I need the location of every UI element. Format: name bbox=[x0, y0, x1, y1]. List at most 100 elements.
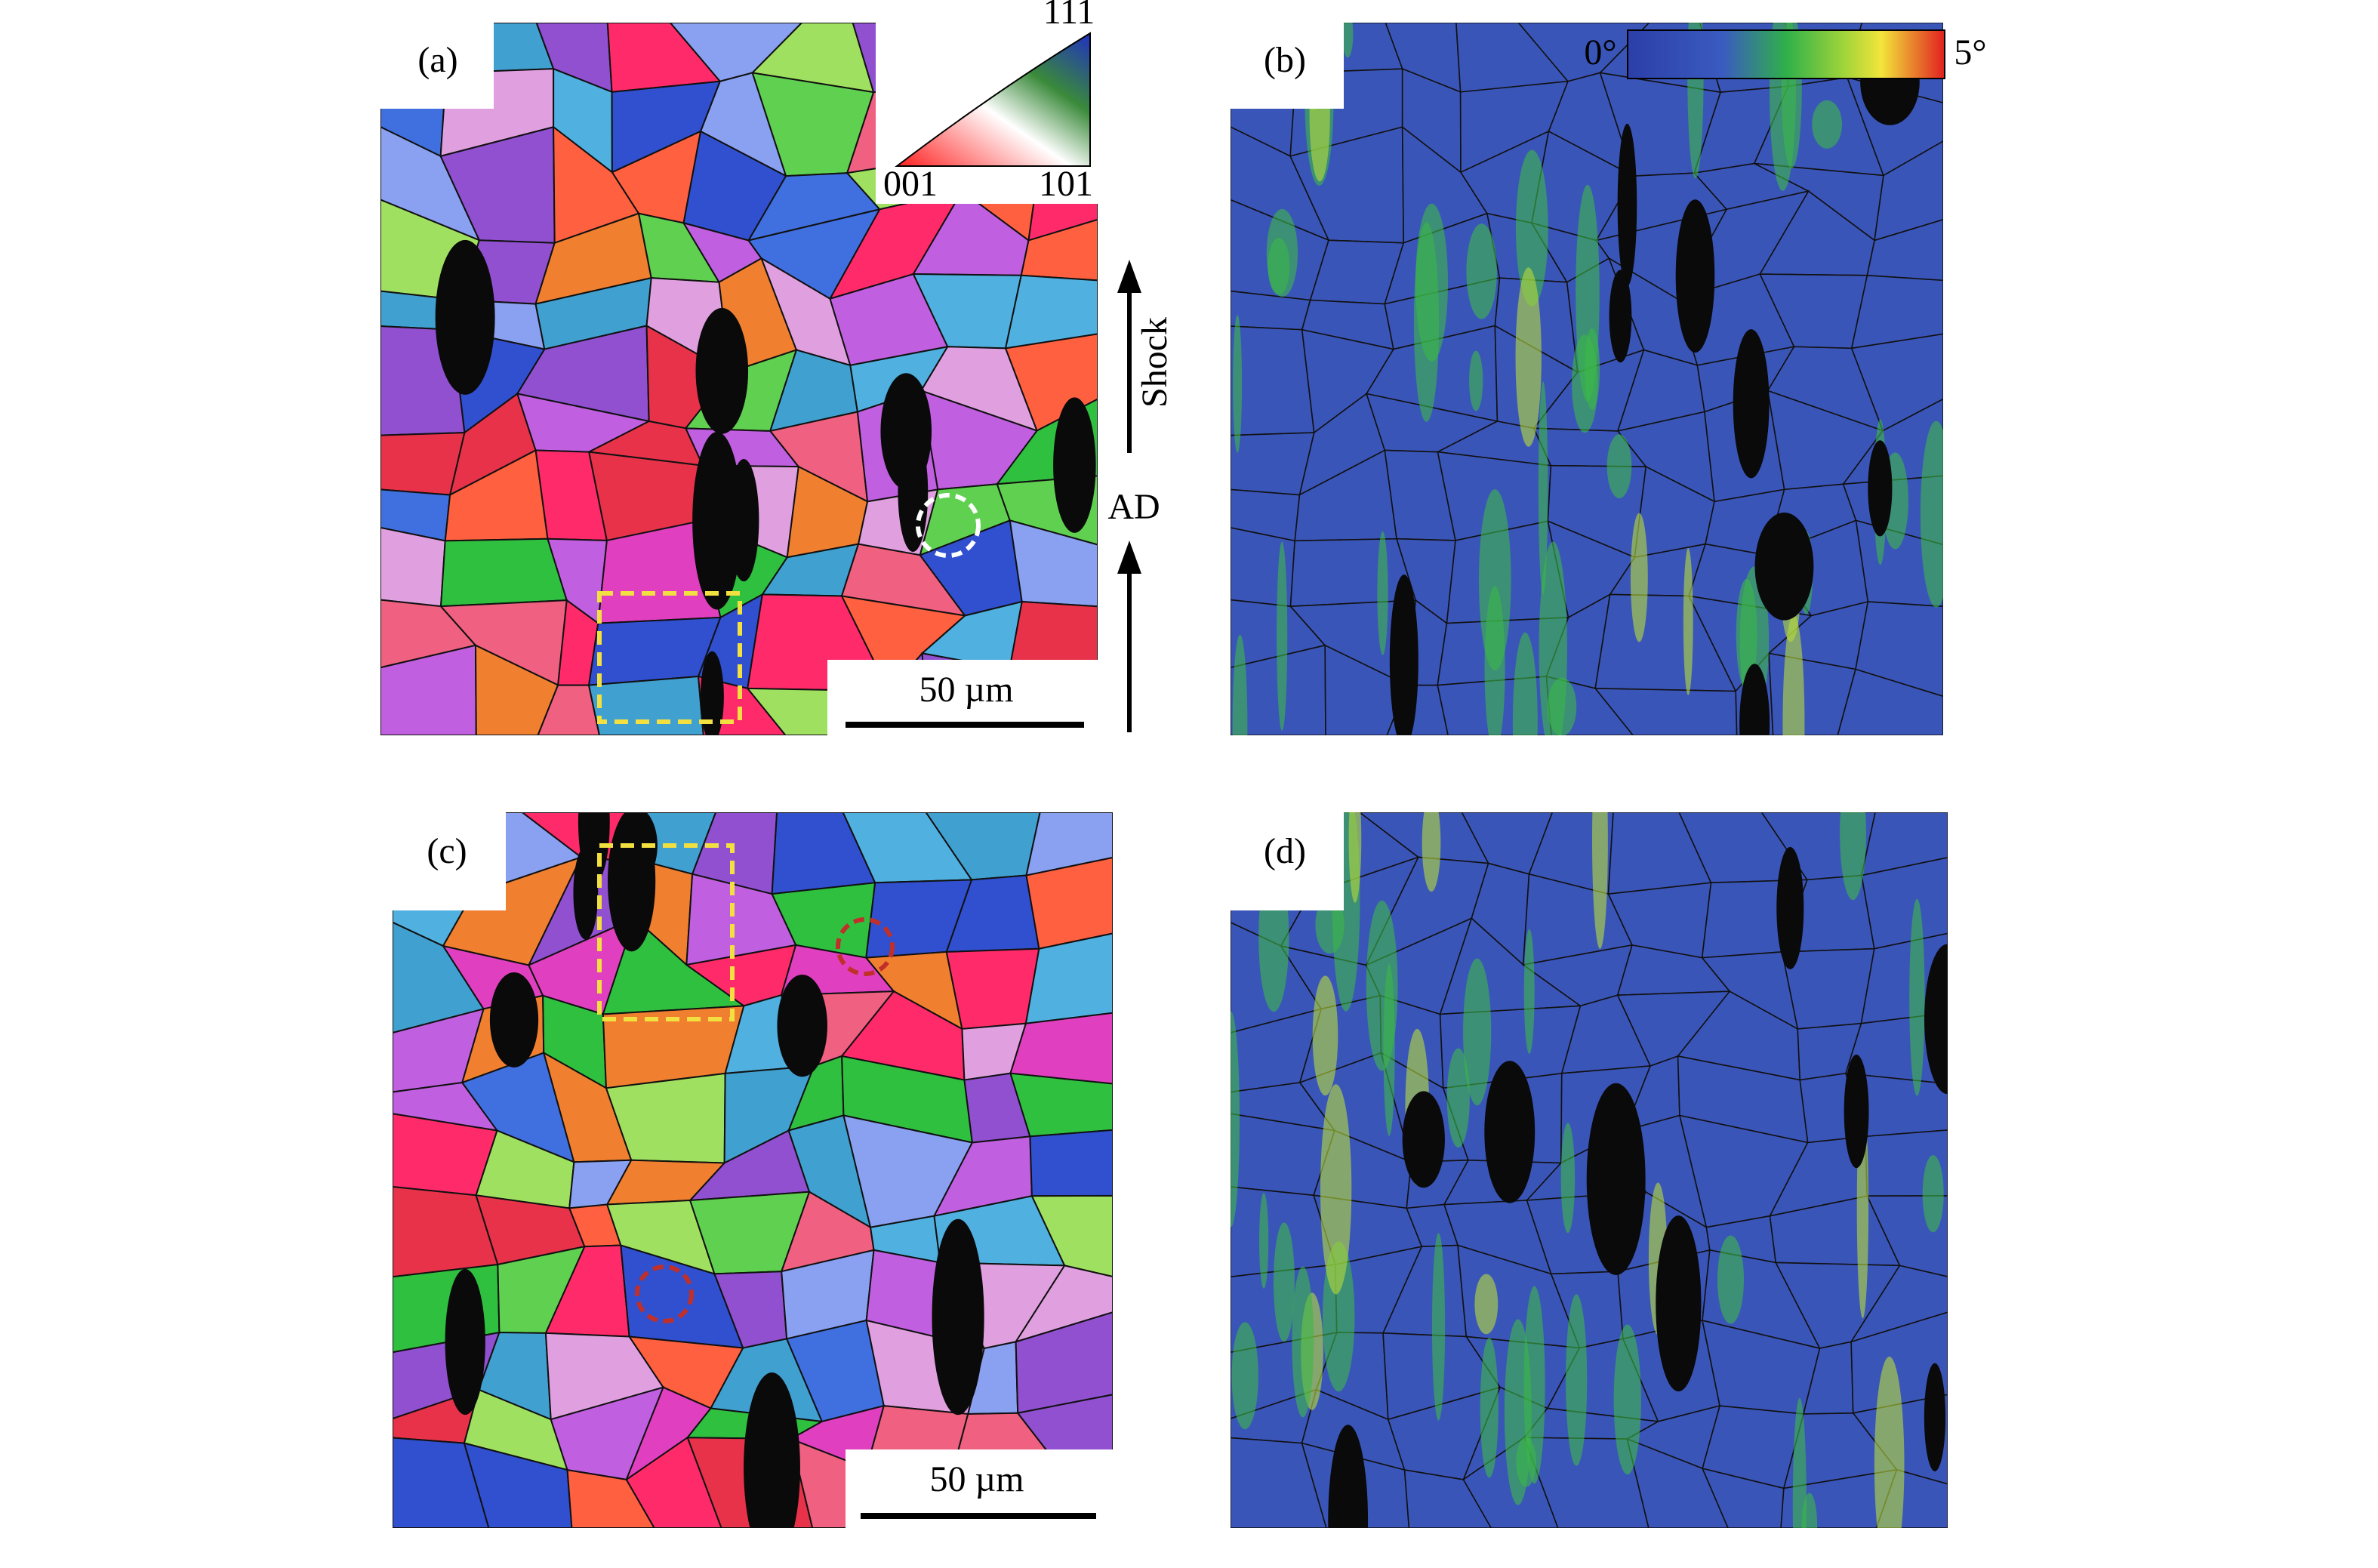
strain-band bbox=[1232, 634, 1248, 735]
strain-band bbox=[1560, 1123, 1576, 1234]
strain-band bbox=[1292, 1266, 1314, 1418]
grain bbox=[380, 644, 477, 735]
strain-band bbox=[1874, 1357, 1905, 1528]
strain-band bbox=[1523, 929, 1535, 1054]
strain-band bbox=[1606, 434, 1632, 499]
strain-band bbox=[1231, 1012, 1240, 1227]
strain-band bbox=[1840, 812, 1866, 901]
grain bbox=[1874, 140, 1943, 242]
grain bbox=[1014, 1265, 1113, 1344]
strain-band bbox=[1315, 895, 1345, 954]
grain bbox=[1015, 1311, 1113, 1414]
grain bbox=[1024, 932, 1113, 1024]
strain-band bbox=[1812, 100, 1843, 149]
strain-band bbox=[1312, 975, 1338, 1096]
strain-band bbox=[1231, 1322, 1258, 1430]
strain-band bbox=[1348, 812, 1362, 903]
pore bbox=[1924, 944, 1948, 1095]
pore bbox=[607, 812, 656, 952]
strain-band bbox=[1909, 898, 1925, 1096]
strain-band bbox=[1320, 1084, 1352, 1295]
strain-band bbox=[1258, 862, 1289, 1012]
strain-band bbox=[1920, 420, 1943, 608]
ipf-label-101: 101 bbox=[1039, 164, 1093, 204]
strain-band bbox=[1683, 547, 1693, 695]
grain bbox=[1231, 1437, 1327, 1528]
pore bbox=[1754, 512, 1814, 621]
strain-band bbox=[1366, 900, 1398, 1071]
grain bbox=[1850, 1265, 1948, 1343]
pore bbox=[1739, 664, 1770, 735]
strain-band bbox=[1277, 541, 1288, 731]
pore bbox=[435, 239, 495, 395]
pore bbox=[880, 373, 932, 490]
arrow-label-shock: Shock bbox=[1135, 317, 1175, 408]
grain bbox=[1855, 601, 1943, 698]
strain-band bbox=[1413, 222, 1440, 422]
strain-band bbox=[1782, 614, 1805, 735]
strain-band bbox=[1469, 350, 1483, 411]
pore bbox=[692, 431, 742, 610]
highlight-circle bbox=[916, 493, 981, 558]
strain-band bbox=[1539, 541, 1567, 735]
ipf-label-111: 111 bbox=[1043, 0, 1095, 32]
panel-label: (b) bbox=[1264, 40, 1306, 80]
strain-band bbox=[1515, 267, 1542, 447]
pore bbox=[1586, 1083, 1646, 1275]
grain bbox=[1030, 1194, 1113, 1278]
grain bbox=[1009, 1012, 1113, 1085]
strain-band bbox=[1273, 1222, 1295, 1342]
strain-band bbox=[1538, 381, 1548, 596]
grain bbox=[1850, 333, 1943, 432]
grain bbox=[380, 526, 446, 608]
pore bbox=[1617, 123, 1637, 287]
grain bbox=[587, 675, 704, 735]
grain bbox=[1701, 1467, 1785, 1528]
ipf-label-001: 001 bbox=[883, 164, 938, 204]
strain-band bbox=[1922, 1155, 1944, 1233]
strain-band bbox=[1801, 1493, 1818, 1528]
ipf-triangle bbox=[895, 32, 1091, 167]
grain bbox=[1860, 812, 1948, 876]
strain-band bbox=[1630, 513, 1648, 642]
grain bbox=[1025, 812, 1113, 876]
scale-bar-label: 50 µm bbox=[930, 1459, 1024, 1499]
highlight-box bbox=[597, 591, 742, 724]
grain bbox=[1523, 1437, 1650, 1528]
colorbar bbox=[1627, 29, 1945, 79]
grain bbox=[393, 1437, 490, 1528]
pore bbox=[1656, 1215, 1702, 1392]
strain-band bbox=[1591, 812, 1608, 949]
pore bbox=[777, 974, 827, 1077]
strain-band bbox=[1466, 223, 1497, 319]
colorbar-min: 0° bbox=[1584, 32, 1616, 72]
pore bbox=[932, 1218, 984, 1416]
grain bbox=[463, 1442, 573, 1528]
grain bbox=[1626, 1437, 1730, 1528]
colorbar-max: 5° bbox=[1954, 32, 1986, 72]
grain bbox=[1850, 1311, 1948, 1414]
pore bbox=[1733, 329, 1770, 479]
grain bbox=[1025, 856, 1113, 950]
kam-map-b bbox=[1231, 23, 1943, 735]
strain-band bbox=[1342, 23, 1354, 58]
pore bbox=[1053, 397, 1096, 533]
arrow-head bbox=[1117, 260, 1141, 293]
strain-band bbox=[1512, 632, 1538, 735]
pore bbox=[1675, 199, 1715, 353]
highlight-circle bbox=[635, 1265, 694, 1323]
strain-band bbox=[1566, 1294, 1588, 1466]
grain bbox=[1841, 398, 1943, 485]
panel-label: (d) bbox=[1264, 831, 1306, 871]
grain bbox=[1231, 325, 1315, 436]
strain-band bbox=[1258, 1192, 1269, 1289]
grain bbox=[1850, 274, 1943, 350]
pore bbox=[1924, 1363, 1946, 1472]
highlight-box bbox=[597, 843, 735, 1021]
grain bbox=[1866, 218, 1943, 282]
grain bbox=[945, 947, 1040, 1030]
grain bbox=[1403, 1469, 1492, 1528]
pore bbox=[489, 972, 539, 1067]
strain-band bbox=[1422, 812, 1441, 892]
